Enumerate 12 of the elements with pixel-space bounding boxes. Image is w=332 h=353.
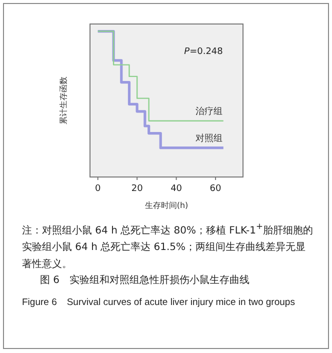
x-tick-label: 20 xyxy=(131,184,144,194)
x-tick-label: 60 xyxy=(210,184,222,194)
x-tick-label: 0 xyxy=(94,184,101,194)
text: 注：对照组小鼠 64 h 总死亡率达 80%；移植 FLK-1$^{+}$胎肝细胞的实验组小鼠 64 h 总死亡率达 61.5%；两组间生存曲线差异无显著性意义。 xyxy=(22,220,314,272)
annotation: P=0.248 xyxy=(184,47,224,57)
series-label: 对照组 xyxy=(195,132,222,144)
x-tick-label: 40 xyxy=(170,184,182,194)
y-axis-title: 累计生存函数 xyxy=(59,76,68,124)
text: 图 6 实验组和对照组急性肝损伤小鼠生存曲线 xyxy=(40,274,251,287)
x-axis-title: 生存时间(h) xyxy=(144,201,188,210)
text: Figure 6 Survival curves of acute liver injury mice in two groups xyxy=(22,296,296,310)
series-label: 治疗组 xyxy=(195,106,222,117)
